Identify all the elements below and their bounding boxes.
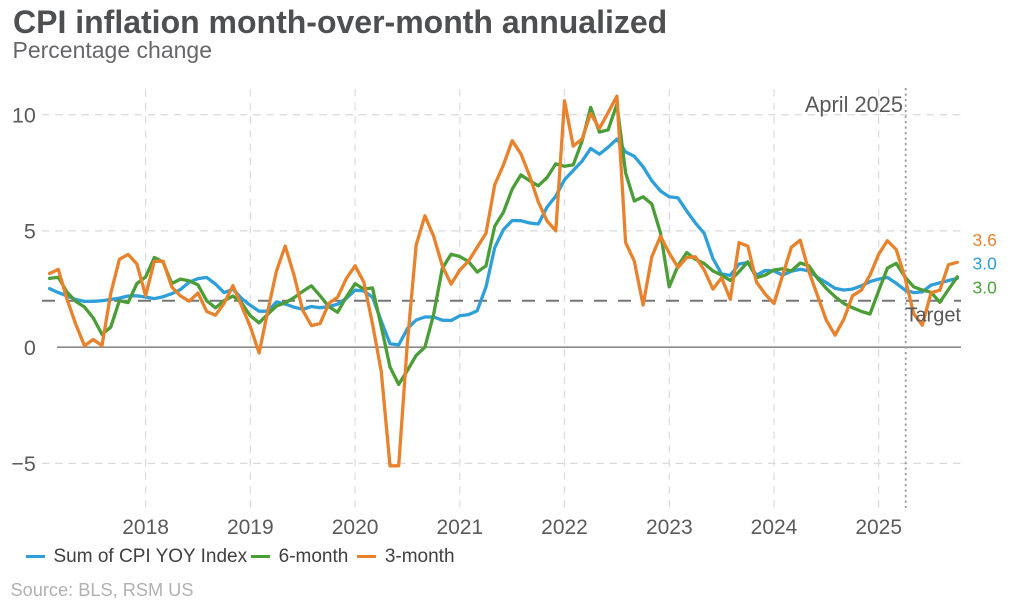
svg-text:2022: 2022	[541, 516, 588, 539]
svg-text:2018: 2018	[122, 516, 169, 539]
svg-text:0: 0	[24, 336, 36, 360]
svg-text:2020: 2020	[332, 516, 379, 539]
svg-text:3.0: 3.0	[973, 278, 998, 298]
svg-text:3.0: 3.0	[973, 254, 998, 274]
svg-text:Target: Target	[905, 305, 961, 327]
svg-text:10: 10	[12, 103, 36, 127]
svg-text:2023: 2023	[646, 516, 693, 539]
svg-text:April 2025: April 2025	[805, 92, 903, 117]
svg-text:2019: 2019	[227, 516, 274, 539]
svg-text:3.6: 3.6	[973, 230, 997, 250]
svg-text:2024: 2024	[751, 516, 798, 539]
svg-text:5: 5	[24, 220, 36, 244]
svg-text:2021: 2021	[436, 516, 483, 539]
svg-text:−5: −5	[11, 452, 36, 476]
svg-text:2025: 2025	[855, 516, 902, 539]
